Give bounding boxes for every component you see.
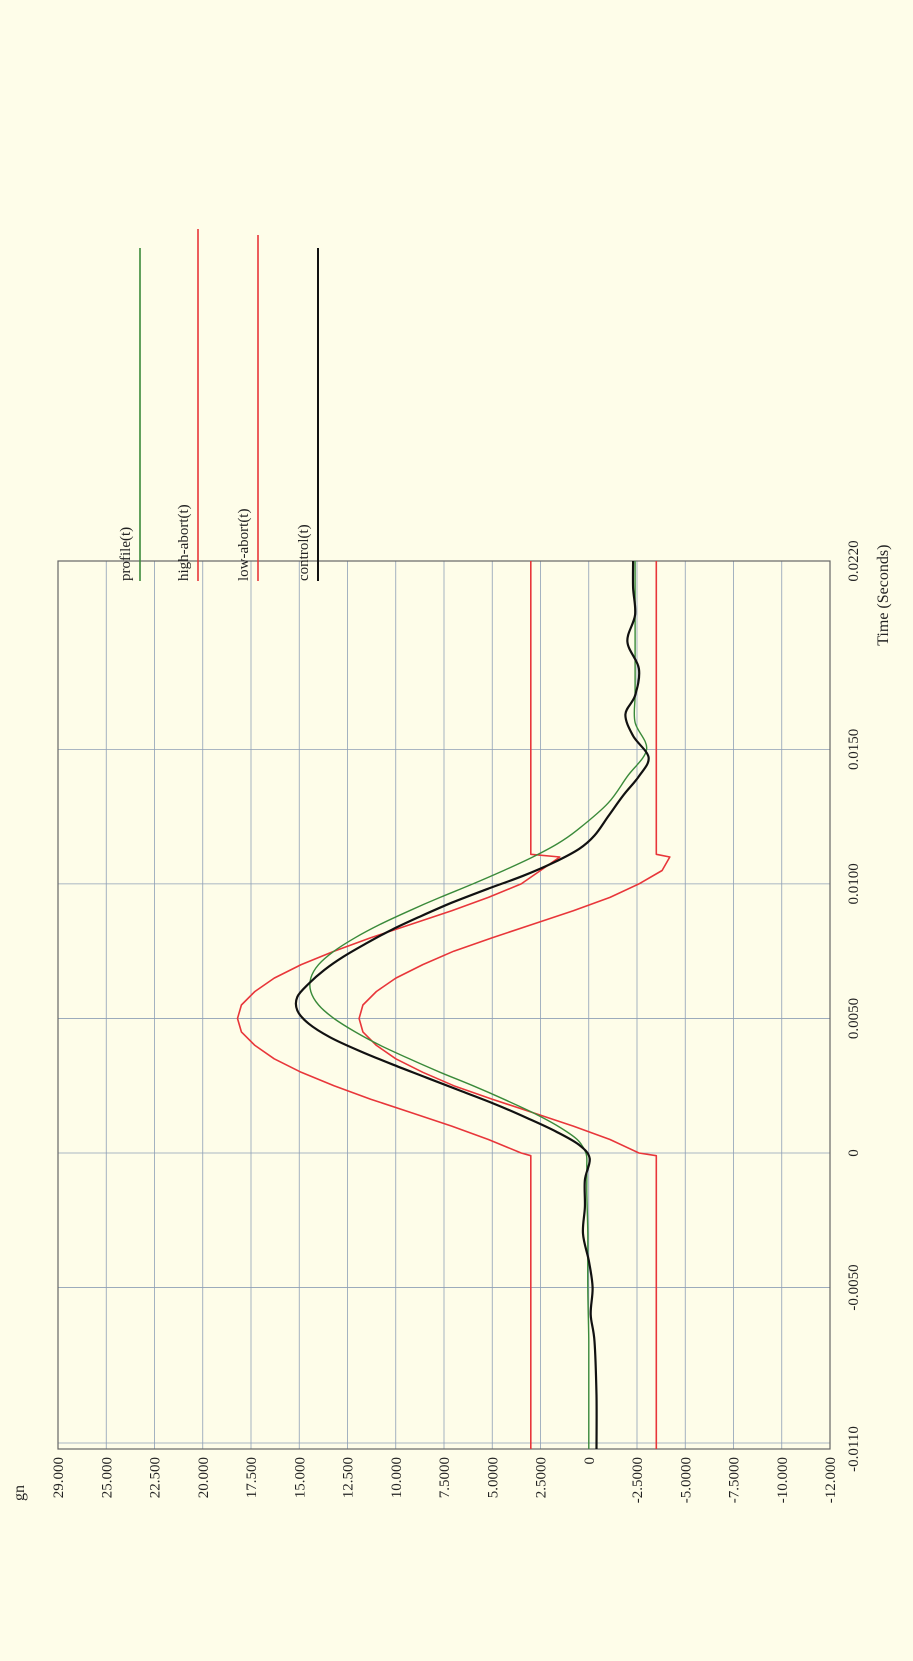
- rotated-chart-group: -0.0110-0.005000.00500.01000.01500.0220 …: [11, 229, 892, 1503]
- legend-high-abort-label: high-abort(t): [176, 504, 192, 581]
- y-tick-label: 22.500: [148, 1457, 164, 1498]
- y-tick-label: 12.500: [341, 1457, 357, 1498]
- y-tick-label: 17.500: [244, 1457, 260, 1498]
- y-tick-label: -12.000: [823, 1457, 839, 1503]
- y-tick-label: -10.000: [775, 1457, 791, 1503]
- x-tick-labels: -0.0110 -0.0050 0 0.0050 0.0100 0.0150 0.0220: [846, 540, 862, 1471]
- y-tick-label: 7.5000: [437, 1457, 453, 1498]
- legend-low-abort-label: low-abort(t): [236, 509, 252, 581]
- y-tick-label: 29.000: [51, 1457, 67, 1498]
- legend-profile-label: profile(t): [118, 527, 134, 581]
- x-tick-label: -0.0110: [846, 1426, 862, 1472]
- y-tick-label: -2.5000: [630, 1457, 646, 1503]
- series-control-line: [294, 560, 650, 1450]
- x-tick-label: 0.0150: [846, 729, 862, 770]
- x-axis-title: Time (Seconds): [875, 545, 892, 646]
- x-tick-label: 0.0220: [846, 540, 862, 581]
- y-axis-title: gn: [11, 1485, 28, 1501]
- y-tick-label: 25.000: [99, 1457, 115, 1498]
- legend-control-label: control(t): [296, 524, 312, 581]
- y-tick-label: 15.000: [292, 1457, 308, 1498]
- x-tick-label: 0.0050: [846, 998, 862, 1039]
- plot-frame: [57, 560, 831, 1450]
- y-tick-label: 0: [582, 1457, 598, 1465]
- y-tick-label: -5.0000: [678, 1457, 694, 1503]
- series-profile-line: [309, 561, 648, 1450]
- y-tick-labels: 29.000 25.000 22.500 20.000 17.500 15.000 12.5…: [51, 1457, 839, 1503]
- x-tick-label: -0.0050: [846, 1264, 862, 1310]
- x-tick-label: 0.0100: [846, 863, 862, 904]
- series-high-abort-line: [236, 561, 561, 1449]
- y-tick-label: 10.000: [389, 1457, 405, 1498]
- y-tick-label: 5.0000: [485, 1457, 501, 1498]
- y-tick-label: 20.000: [196, 1457, 212, 1498]
- x-tick-label: 0: [846, 1149, 862, 1157]
- series-low-abort-line: [358, 561, 671, 1449]
- series-group: [236, 560, 671, 1450]
- legend: profile(t) high-abort(t) low-abort(t) contr…: [118, 229, 319, 581]
- y-tick-label: 2.5000: [534, 1457, 550, 1498]
- y-tick-label: -7.5000: [727, 1457, 743, 1503]
